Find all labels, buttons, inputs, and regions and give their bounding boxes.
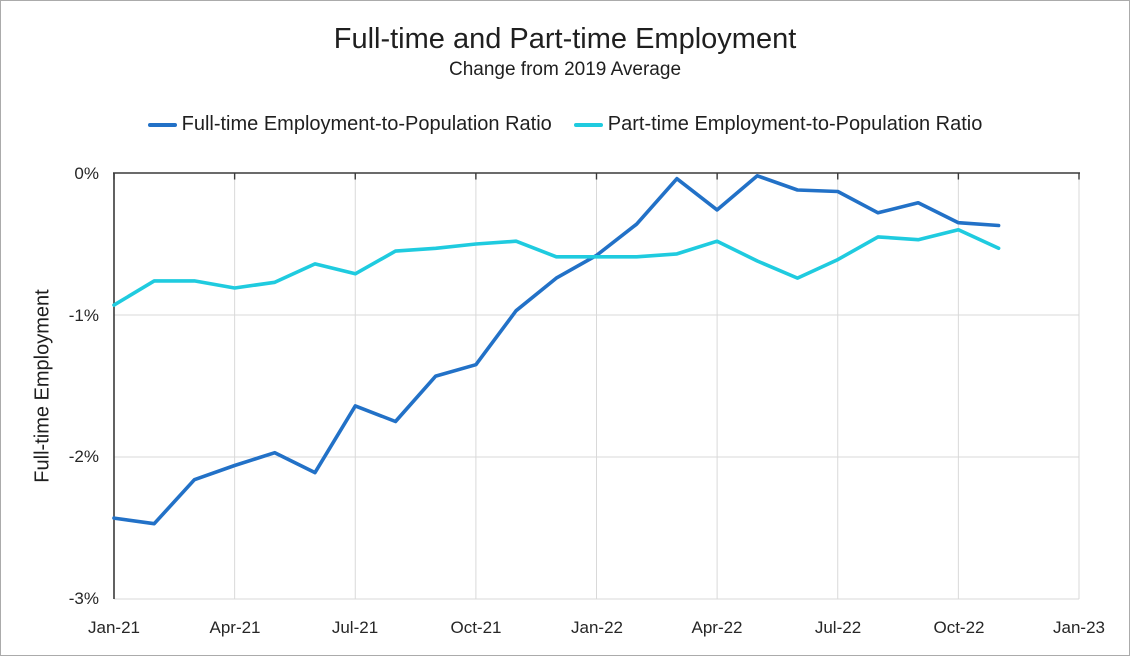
x-tick-label: Apr-22 bbox=[691, 618, 743, 637]
part-time-line-swatch bbox=[573, 122, 603, 127]
series-line-full-time bbox=[112, 174, 1001, 526]
full-time-line-swatch bbox=[147, 122, 177, 127]
legend-item-part-time: Part-time Employment-to-Population Ratio bbox=[573, 113, 983, 136]
x-tick-label: Jan-21 bbox=[88, 618, 140, 637]
y-tick-label: -3% bbox=[68, 589, 99, 608]
y-tick-label: 0% bbox=[74, 164, 99, 183]
x-tick-label: Jul-21 bbox=[331, 618, 379, 637]
x-tick-label: Apr-21 bbox=[209, 618, 261, 637]
x-tick-label: Jul-22 bbox=[814, 618, 862, 637]
x-tick-label: Jan-23 bbox=[1053, 618, 1105, 637]
chart-subtitle: Change from 2019 Average bbox=[448, 59, 682, 80]
x-tick-label: Jan-22 bbox=[571, 618, 623, 637]
y-tick-label: -2% bbox=[68, 447, 99, 466]
legend-label-full-time: Full-time Employment-to-Population Ratio bbox=[181, 113, 552, 135]
series-line-part-time bbox=[112, 228, 1001, 307]
y-tick-label: -1% bbox=[68, 306, 99, 325]
legend: Full-time Employment-to-Population Ratio… bbox=[1, 113, 1129, 136]
chart-title: Full-time and Part-time Employment bbox=[333, 23, 797, 55]
x-tick-label: Oct-22 bbox=[933, 618, 985, 637]
x-tick-label: Oct-21 bbox=[450, 618, 502, 637]
legend-item-full-time: Full-time Employment-to-Population Ratio bbox=[147, 113, 552, 136]
legend-label-part-time: Part-time Employment-to-Population Ratio bbox=[607, 113, 983, 135]
